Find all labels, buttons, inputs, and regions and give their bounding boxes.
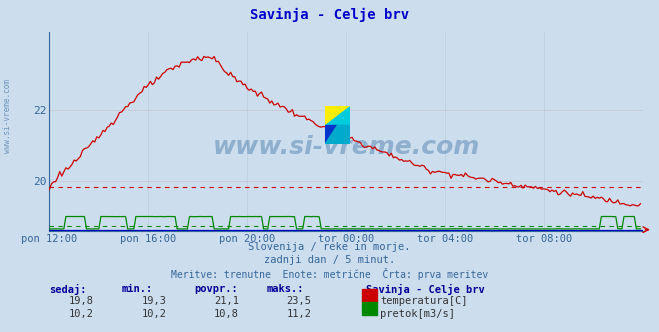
Text: Meritve: trenutne  Enote: metrične  Črta: prva meritev: Meritve: trenutne Enote: metrične Črta: … <box>171 268 488 280</box>
Text: 10,2: 10,2 <box>69 309 94 319</box>
Text: Savinja - Celje brv: Savinja - Celje brv <box>250 8 409 23</box>
Text: www.si-vreme.com: www.si-vreme.com <box>3 79 13 153</box>
Text: zadnji dan / 5 minut.: zadnji dan / 5 minut. <box>264 255 395 265</box>
Text: povpr.:: povpr.: <box>194 284 238 294</box>
Text: Savinja - Celje brv: Savinja - Celje brv <box>366 284 484 295</box>
Text: 10,8: 10,8 <box>214 309 239 319</box>
Text: 11,2: 11,2 <box>287 309 312 319</box>
Text: 19,8: 19,8 <box>69 296 94 306</box>
Text: 21,1: 21,1 <box>214 296 239 306</box>
Polygon shape <box>325 106 350 125</box>
Polygon shape <box>325 125 350 144</box>
Text: min.:: min.: <box>122 284 153 294</box>
Text: sedaj:: sedaj: <box>49 284 87 295</box>
Text: maks.:: maks.: <box>267 284 304 294</box>
Text: temperatura[C]: temperatura[C] <box>380 296 468 306</box>
Polygon shape <box>325 125 337 144</box>
Text: pretok[m3/s]: pretok[m3/s] <box>380 309 455 319</box>
Text: 10,2: 10,2 <box>142 309 167 319</box>
Text: www.si-vreme.com: www.si-vreme.com <box>212 135 480 159</box>
Text: 23,5: 23,5 <box>287 296 312 306</box>
Text: 19,3: 19,3 <box>142 296 167 306</box>
Text: Slovenija / reke in morje.: Slovenija / reke in morje. <box>248 242 411 252</box>
Polygon shape <box>325 106 350 125</box>
